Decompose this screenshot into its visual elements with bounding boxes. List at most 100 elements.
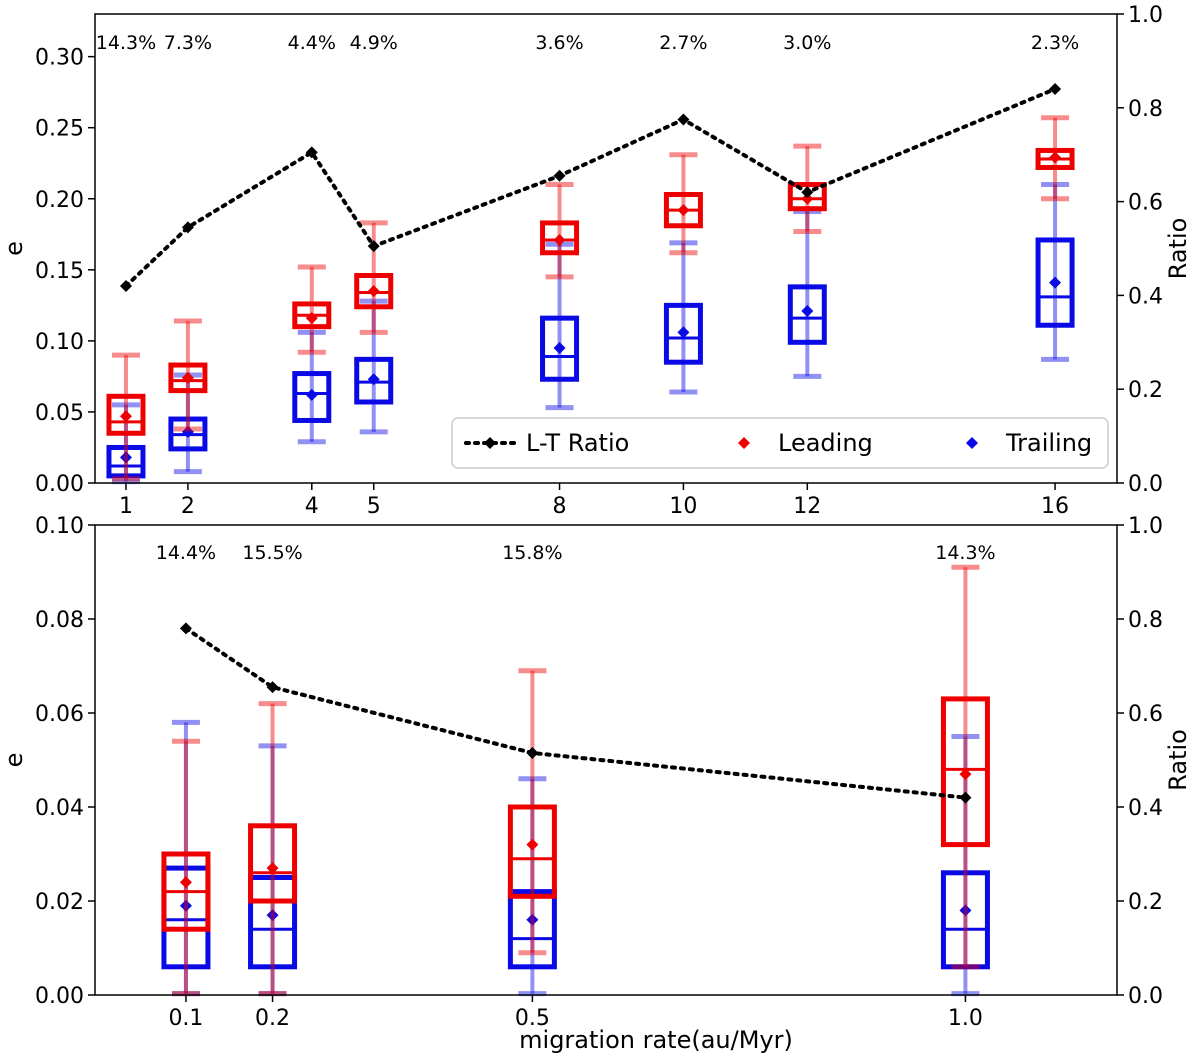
trailing-box-3-box xyxy=(940,870,990,970)
legend: L-T Ratio Leading Trailing xyxy=(451,417,1109,469)
y-tick-label: 0.25 xyxy=(35,117,84,142)
percent-label: 14.3% xyxy=(935,542,995,564)
leading-box-2-box xyxy=(507,804,557,899)
y-axis-title: e xyxy=(0,753,28,768)
x-tick-label: 16 xyxy=(1041,494,1069,519)
leading-box-0-mean-marker xyxy=(119,410,132,423)
leading-box-0-mean-marker xyxy=(179,876,192,889)
trailing-box-6-box xyxy=(787,284,827,345)
percent-label: 3.6% xyxy=(535,32,583,54)
y2-axis-title: Ratio xyxy=(1164,729,1192,791)
trailing-box-0-box xyxy=(106,444,146,479)
trailing-box-2-mean-marker xyxy=(305,388,318,401)
legend-trailing-marker xyxy=(966,437,978,449)
y2-tick-label: 1.0 xyxy=(1128,3,1163,28)
ratio-point xyxy=(553,169,566,182)
ratio-point xyxy=(959,791,972,804)
ratio-point xyxy=(801,186,814,199)
y-tick-label: 0.06 xyxy=(35,702,84,727)
ratio-point xyxy=(367,240,380,253)
y2-tick-label: 0.8 xyxy=(1128,97,1163,122)
legend-label-trailing: Trailing xyxy=(1005,429,1092,457)
legend-label-ratio: L-T Ratio xyxy=(526,429,629,457)
legend-leading-marker xyxy=(738,437,750,449)
x-tick-label: 0.1 xyxy=(168,1006,203,1031)
y-tick-label: 0.04 xyxy=(35,796,84,821)
y-tick-label: 0.30 xyxy=(35,46,84,71)
trailing-box-6-mean-marker xyxy=(801,305,814,318)
legend-label-leading: Leading xyxy=(778,429,873,457)
y2-tick-label: 0.2 xyxy=(1128,890,1163,915)
x-tick-label: 2 xyxy=(181,494,195,519)
ratio-point xyxy=(1049,83,1062,96)
ratio-point xyxy=(266,681,279,694)
trailing-box-1-box xyxy=(248,875,298,970)
leading-box-3-mean-marker xyxy=(367,285,380,298)
leading-box-5-mean-marker xyxy=(677,204,690,217)
ratio-point xyxy=(677,113,690,126)
x-tick-label: 12 xyxy=(793,494,821,519)
x-tick-label: 1 xyxy=(119,494,133,519)
y-axis-title: e xyxy=(0,241,28,256)
x-axis-title: migration rate(au/Myr) xyxy=(519,1026,793,1054)
x-tick-label: 0.2 xyxy=(255,1006,290,1031)
x-tick-label: 5 xyxy=(367,494,381,519)
leading-box-1-mean-marker xyxy=(181,371,194,384)
y2-tick-label: 0.0 xyxy=(1128,472,1163,497)
y2-tick-label: 0.4 xyxy=(1128,284,1163,309)
leading-box-1-box xyxy=(248,823,298,904)
trailing-box-1-mean-marker xyxy=(266,909,279,922)
panel-top: 0.00 0.05 0.10 0.15 0.20 0.25 0.30 0.0 0.2 0.4 0.6… xyxy=(0,3,1192,519)
percent-label: 14.4% xyxy=(156,542,216,564)
ratio-point xyxy=(305,146,318,159)
ratio-point xyxy=(181,221,194,234)
x-tick-label: 8 xyxy=(553,494,567,519)
leading-box-6-mean-marker xyxy=(801,192,814,205)
ratio-point xyxy=(179,622,192,635)
trailing-box-2-mean-marker xyxy=(526,913,539,926)
ratio-line xyxy=(183,626,968,800)
leading-box-3-box xyxy=(940,696,990,848)
y2-axis-title: Ratio xyxy=(1164,218,1192,280)
trailing-box-3-mean-marker xyxy=(959,904,972,917)
leading-box-3-mean-marker xyxy=(959,768,972,781)
y-tick-label: 0.10 xyxy=(35,514,84,539)
leading-box-4-box xyxy=(540,220,580,256)
y2-tick-label: 0.6 xyxy=(1128,702,1163,727)
trailing-box-0-mean-marker xyxy=(119,451,132,464)
legend-ratio-marker xyxy=(484,437,496,449)
leading-box-0-box xyxy=(106,393,146,436)
leading-box-4-mean-marker xyxy=(553,233,566,246)
x-tick-label: 10 xyxy=(669,494,697,519)
legend-box xyxy=(451,417,1109,469)
trailing-box-4-box xyxy=(540,315,580,382)
x-tick-label: 0.5 xyxy=(515,1006,550,1031)
ratio-point xyxy=(119,280,132,293)
y2-tick-label: 0.0 xyxy=(1128,984,1163,1009)
x-tick-label: 1.0 xyxy=(948,1006,983,1031)
y-tick-label: 0.02 xyxy=(35,890,84,915)
percent-label: 14.3% xyxy=(96,32,156,54)
percent-label: 4.4% xyxy=(288,32,336,54)
leading-box-1-mean-marker xyxy=(266,862,279,875)
leading-box-6-box xyxy=(787,182,827,212)
y2-tick-label: 0.4 xyxy=(1128,796,1163,821)
y2-tick-label: 0.2 xyxy=(1128,378,1163,403)
trailing-box-1-mean-marker xyxy=(181,425,194,438)
ratio-point xyxy=(526,746,539,759)
percent-label: 15.5% xyxy=(242,542,302,564)
percent-label: 15.8% xyxy=(502,542,562,564)
plot-frame xyxy=(94,524,1118,996)
y2-tick-label: 0.6 xyxy=(1128,191,1163,216)
y-tick-label: 0.05 xyxy=(35,401,84,426)
trailing-box-7-box xyxy=(1035,237,1075,328)
ratio-line xyxy=(123,87,1058,289)
percent-label: 2.3% xyxy=(1031,32,1079,54)
y-tick-label: 0.00 xyxy=(35,472,84,497)
y-tick-label: 0.08 xyxy=(35,608,84,633)
percent-label: 4.9% xyxy=(350,32,398,54)
trailing-box-5-mean-marker xyxy=(677,326,690,339)
trailing-box-2-box xyxy=(292,371,332,423)
plot-frame xyxy=(94,13,1118,484)
